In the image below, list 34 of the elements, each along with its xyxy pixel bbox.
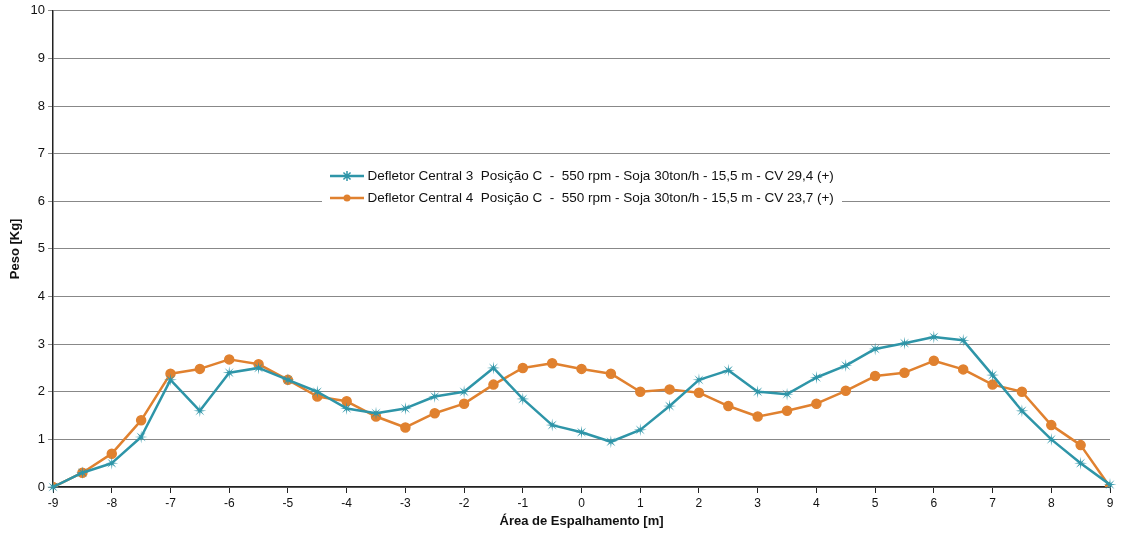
- x-tick-label: 2: [695, 495, 703, 510]
- x-tick-label: 7: [989, 495, 997, 510]
- x-tick-label: -9: [47, 495, 59, 510]
- x-tick-label: 0: [578, 495, 586, 510]
- x-tick-label: -1: [517, 495, 529, 510]
- x-axis-title: Área de Espalhamento [m]: [499, 512, 664, 528]
- x-tick-label: 3: [754, 495, 762, 510]
- y-tick-label: 1: [37, 430, 46, 446]
- y-axis-title: Peso [Kg]: [7, 218, 23, 280]
- y-tick-label: 6: [37, 192, 46, 208]
- x-tick-label: -5: [282, 495, 294, 510]
- y-tick-label: 5: [37, 240, 46, 256]
- x-tick-label: -3: [400, 495, 412, 510]
- y-tick-label: 2: [37, 383, 46, 399]
- y-tick-label: 8: [37, 97, 46, 113]
- x-tick-label: 6: [930, 495, 938, 510]
- y-tick-label: 7: [37, 145, 46, 161]
- y-tick-label: 4: [37, 288, 46, 304]
- x-tick-label: -7: [165, 495, 177, 510]
- x-tick-label: -6: [223, 495, 235, 510]
- x-tick-label: -4: [341, 495, 353, 510]
- x-tick-label: 5: [871, 495, 879, 510]
- x-tick-label: -2: [458, 495, 470, 510]
- legend-label: Defletor Central 4 Posição C - 550 rpm - Soja 30ton/h - 15,5 m - CV 23,7 (+): [367, 190, 834, 206]
- x-tick-label: -8: [106, 495, 118, 510]
- y-tick-label: 0: [37, 478, 46, 494]
- legend-label: Defletor Central 3 Posição C - 550 rpm - Soja 30ton/h - 15,5 m - CV 29,4 (+): [367, 168, 834, 184]
- y-tick-label: 9: [37, 50, 46, 65]
- x-tick-label: 8: [1047, 495, 1055, 510]
- x-tick-label: 1: [636, 495, 644, 510]
- y-tick-label: 3: [37, 335, 46, 351]
- y-tick-label: 10: [30, 2, 46, 18]
- x-tick-label: 9: [1106, 495, 1114, 510]
- x-tick-label: 4: [813, 495, 821, 510]
